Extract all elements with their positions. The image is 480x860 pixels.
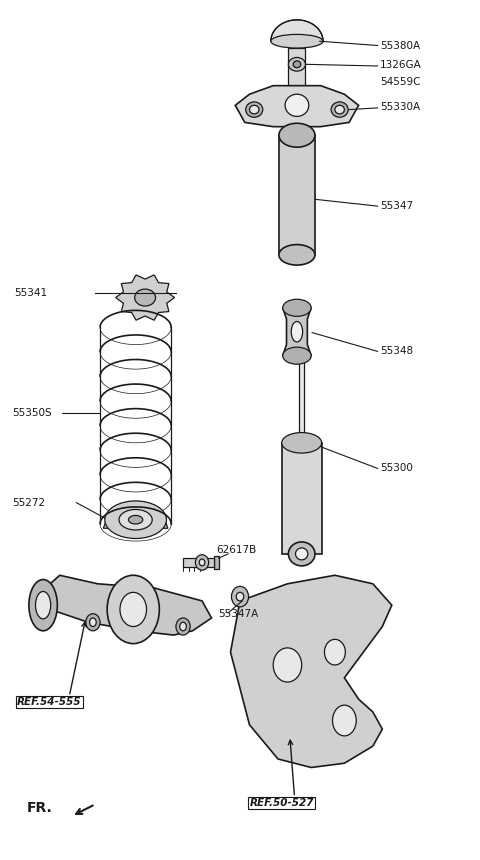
Polygon shape bbox=[183, 558, 214, 567]
Ellipse shape bbox=[250, 105, 259, 114]
Text: 55350S: 55350S bbox=[12, 408, 52, 418]
Ellipse shape bbox=[279, 244, 315, 265]
Ellipse shape bbox=[135, 289, 156, 306]
Ellipse shape bbox=[324, 639, 345, 665]
Ellipse shape bbox=[231, 587, 249, 607]
Ellipse shape bbox=[119, 509, 152, 530]
Text: 55300: 55300 bbox=[380, 464, 413, 474]
Text: 54559C: 54559C bbox=[380, 77, 420, 87]
Ellipse shape bbox=[283, 347, 311, 364]
Polygon shape bbox=[300, 358, 304, 434]
Ellipse shape bbox=[335, 105, 344, 114]
Polygon shape bbox=[103, 511, 168, 528]
Ellipse shape bbox=[129, 515, 143, 524]
Ellipse shape bbox=[195, 555, 209, 570]
Ellipse shape bbox=[293, 61, 301, 68]
Ellipse shape bbox=[86, 614, 100, 630]
Polygon shape bbox=[31, 575, 212, 635]
Polygon shape bbox=[235, 86, 359, 126]
Ellipse shape bbox=[236, 593, 244, 601]
Ellipse shape bbox=[288, 58, 305, 71]
Ellipse shape bbox=[331, 101, 348, 117]
Text: 55380A: 55380A bbox=[380, 40, 420, 51]
Ellipse shape bbox=[120, 593, 146, 627]
Ellipse shape bbox=[271, 34, 323, 48]
Ellipse shape bbox=[283, 299, 311, 316]
Ellipse shape bbox=[176, 618, 190, 635]
Text: FR.: FR. bbox=[26, 801, 52, 814]
Ellipse shape bbox=[285, 95, 309, 116]
Ellipse shape bbox=[246, 101, 263, 117]
Polygon shape bbox=[230, 575, 392, 767]
Text: REF.54-555: REF.54-555 bbox=[17, 697, 82, 707]
Polygon shape bbox=[271, 20, 323, 41]
Ellipse shape bbox=[288, 542, 315, 566]
Ellipse shape bbox=[36, 592, 51, 619]
Polygon shape bbox=[282, 443, 322, 554]
Ellipse shape bbox=[296, 548, 308, 560]
Text: 55348: 55348 bbox=[380, 347, 413, 356]
Ellipse shape bbox=[333, 705, 356, 736]
Text: 55347: 55347 bbox=[380, 201, 413, 212]
Ellipse shape bbox=[29, 580, 57, 630]
Ellipse shape bbox=[273, 648, 301, 682]
Polygon shape bbox=[288, 48, 305, 105]
Text: 1326GA: 1326GA bbox=[380, 60, 422, 71]
Ellipse shape bbox=[105, 501, 167, 538]
Text: 62617B: 62617B bbox=[216, 544, 256, 555]
Text: 55272: 55272 bbox=[12, 498, 46, 507]
Polygon shape bbox=[279, 135, 315, 255]
Polygon shape bbox=[214, 556, 219, 569]
Ellipse shape bbox=[279, 123, 315, 147]
Ellipse shape bbox=[107, 575, 159, 643]
Text: REF.50-527: REF.50-527 bbox=[250, 798, 314, 808]
Ellipse shape bbox=[180, 623, 186, 630]
Text: 55341: 55341 bbox=[14, 288, 48, 298]
Polygon shape bbox=[283, 308, 311, 356]
Ellipse shape bbox=[291, 322, 302, 342]
Ellipse shape bbox=[90, 618, 96, 627]
Text: 55347A: 55347A bbox=[219, 609, 259, 618]
Ellipse shape bbox=[199, 559, 205, 566]
Text: 55330A: 55330A bbox=[380, 102, 420, 112]
Ellipse shape bbox=[282, 433, 322, 453]
Polygon shape bbox=[116, 275, 175, 320]
